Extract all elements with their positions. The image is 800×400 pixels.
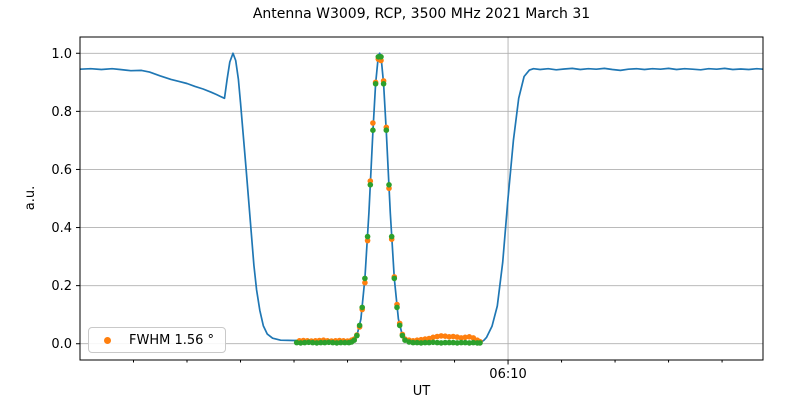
gaussian-fit-point: [442, 339, 449, 346]
tick-labels: 0.0 0.2 0.4 0.6 0.8 1.0 06:10: [51, 47, 526, 382]
series-signal-trace: [79, 52, 764, 343]
gaussian-fit-point: [399, 332, 406, 339]
y-tick-label: 0.0: [51, 337, 72, 352]
gaussian-fit-point: [438, 340, 445, 346]
gaussian-fit-point: [477, 340, 483, 346]
drift-scan-data-point: [362, 279, 368, 286]
gaussian-fit-point: [370, 127, 376, 133]
gaussian-fit-point: [326, 339, 332, 346]
gaussian-fit-point: [297, 340, 304, 346]
drift-scan-data-point: [438, 333, 445, 339]
signal-trace-line: [79, 52, 764, 343]
drift-scan-data-point: [462, 334, 469, 341]
gaussian-fit-point: [430, 339, 436, 346]
y-tick-label: 0.2: [51, 279, 72, 294]
gaussian-fit-point: [380, 81, 387, 87]
x-axis-label: UT: [412, 384, 431, 399]
gaussian-fit-point: [318, 339, 324, 346]
gaussian-fit-point: [470, 339, 477, 346]
drift-scan-data-point: [364, 237, 371, 244]
gaussian-fit-point: [359, 304, 366, 311]
gaussian-fit-point: [301, 339, 308, 346]
gaussian-fit-point: [434, 339, 441, 346]
drift-scan-data-point: [446, 334, 453, 340]
gaussian-fit-point: [372, 81, 379, 87]
gaussian-fit-point: [367, 182, 374, 188]
gaussian-fit-point: [338, 339, 344, 346]
legend-box: FWHM 1.56 °: [88, 327, 226, 353]
x-tick-label: 06:10: [489, 367, 526, 382]
gaussian-fit-point: [334, 340, 340, 346]
gaussian-fit-point: [418, 340, 424, 346]
gaussian-fit-point: [426, 339, 432, 346]
gaussian-fit-point: [414, 339, 420, 346]
grid: [80, 37, 763, 360]
legend-label: FWHM 1.56 °: [129, 332, 215, 348]
gaussian-fit-point: [314, 340, 320, 346]
gaussian-fit-point: [458, 339, 465, 346]
axes-frame: [79, 36, 764, 361]
gaussian-fit-point: [383, 127, 390, 133]
gaussian-fit-point: [388, 233, 395, 240]
chart-title: Antenna W3009, RCP, 3500 MHz 2021 March …: [252, 6, 591, 22]
gaussian-fit-point: [386, 182, 392, 188]
gaussian-fit-point: [342, 339, 348, 346]
series-gaussian-fit: [293, 54, 483, 346]
gaussian-fit-point: [356, 322, 363, 329]
gaussian-fit-point: [378, 54, 384, 60]
gaussian-fit-point: [351, 337, 358, 344]
drift-scan-data-point: [370, 120, 376, 126]
legend-marker-dot: [104, 336, 111, 344]
gaussian-fit-point: [305, 339, 312, 346]
y-tick-label: 0.4: [51, 221, 72, 236]
gaussian-fit-point: [466, 340, 473, 346]
y-tick-label: 1.0: [51, 47, 72, 62]
gaussian-fit-point: [322, 339, 328, 346]
gaussian-fit-point: [293, 339, 300, 346]
y-axis-label: a.u.: [23, 185, 38, 211]
gaussian-fit-point: [396, 322, 403, 329]
gaussian-fit-point: [330, 339, 336, 346]
gaussian-fit-point: [362, 275, 368, 282]
gaussian-fit-point: [450, 339, 457, 346]
y-tick-label: 0.8: [51, 105, 72, 120]
gaussian-fit-point: [394, 304, 400, 311]
gaussian-fit-point: [309, 339, 316, 346]
gaussian-fit-point: [454, 340, 461, 346]
gaussian-fit-point: [446, 339, 453, 346]
gaussian-fit-point: [410, 339, 416, 346]
y-tick-label: 0.6: [51, 163, 72, 178]
axis-ticks: [76, 52, 723, 365]
gaussian-fit-point: [462, 339, 469, 346]
gaussian-fit-point: [354, 332, 360, 339]
gaussian-fit-point: [422, 339, 428, 346]
gaussian-fit-point: [391, 275, 398, 282]
gaussian-fit-point: [364, 233, 371, 240]
